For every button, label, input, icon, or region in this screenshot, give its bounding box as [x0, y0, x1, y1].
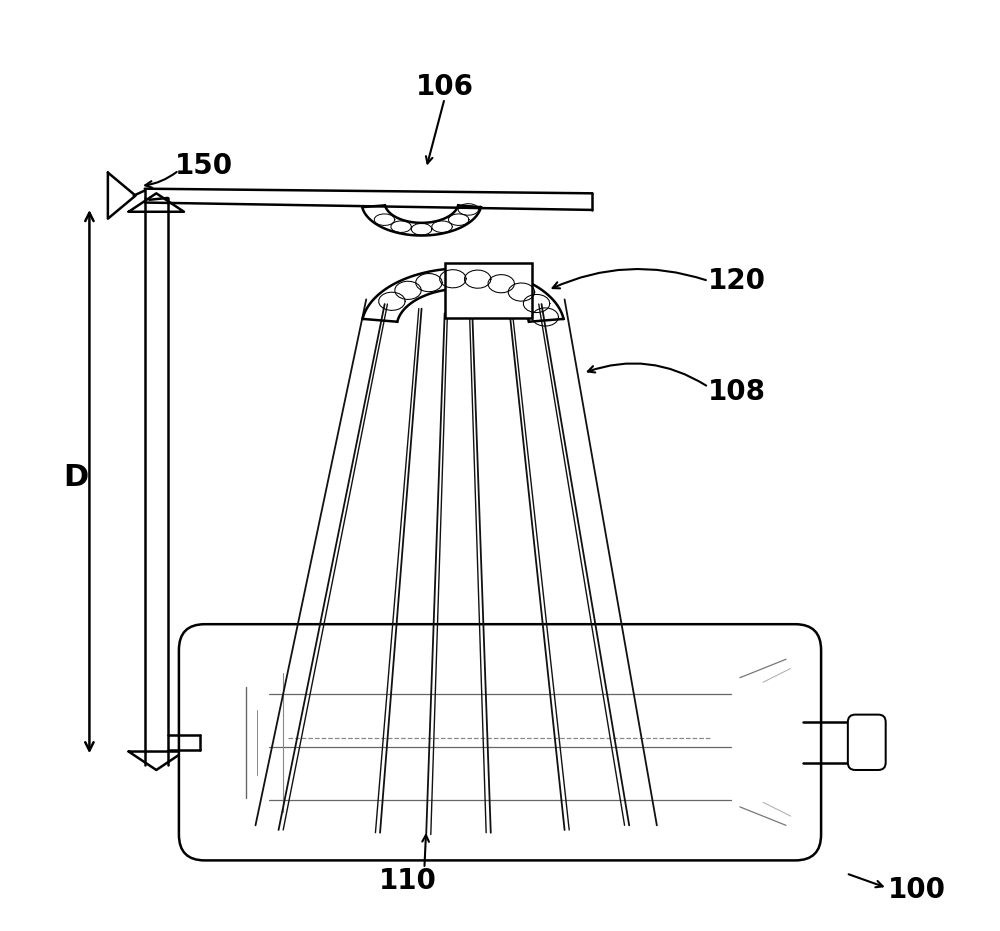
Text: 106: 106 [416, 74, 474, 101]
FancyBboxPatch shape [848, 715, 886, 770]
FancyBboxPatch shape [179, 624, 821, 860]
Text: D: D [63, 463, 88, 492]
Text: 108: 108 [708, 378, 766, 406]
Text: 120: 120 [708, 267, 766, 295]
Text: 100: 100 [888, 876, 946, 904]
Bar [445, 263, 532, 317]
Text: 110: 110 [379, 867, 437, 895]
Text: 150: 150 [175, 152, 233, 180]
